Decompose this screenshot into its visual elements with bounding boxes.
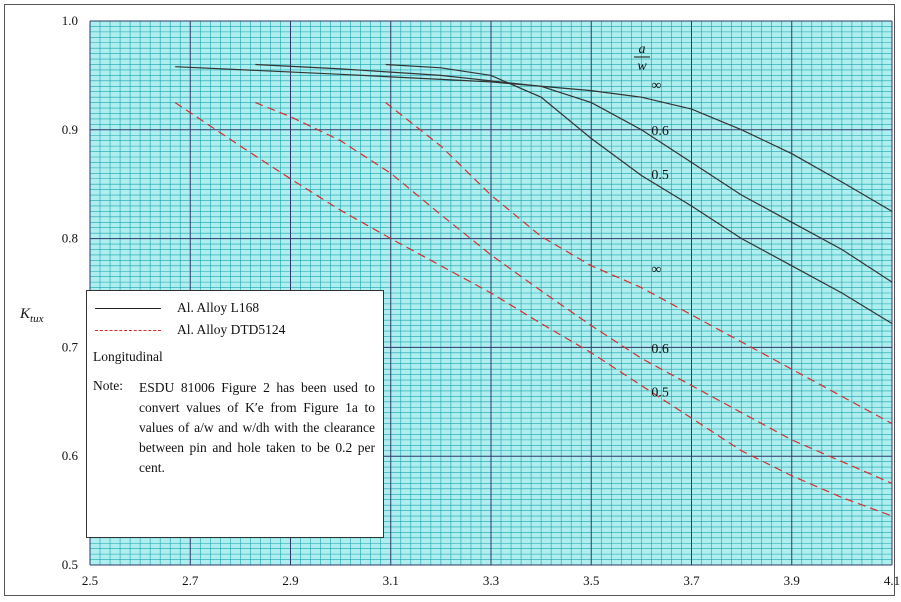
y-axis-label-sub: tux [30, 313, 44, 325]
curve-labels: ∞ 0.6 0.5 ∞ 0.6 0.5 [651, 79, 669, 401]
series-line-l168-2 [385, 63, 893, 325]
legend-entry-dashed: Al. Alloy DTD5124 [95, 321, 285, 339]
y-axis-label-main: K [19, 306, 31, 322]
series-line-dtd5124-0 [385, 102, 893, 425]
parameter-numerator: a [639, 42, 646, 57]
legend-dashed-label: Al. Alloy DTD5124 [177, 322, 286, 337]
legend-note-label: Note: [93, 378, 123, 393]
legend-solid-line-swatch [95, 307, 161, 309]
x-tick-label: 3.3 [483, 573, 499, 588]
legend-note-text: ESDU 81006 Figure 2 has been used to con… [139, 380, 375, 475]
figure-frame [4, 4, 895, 596]
series-layer [174, 63, 893, 517]
x-tick-label: 2.9 [282, 573, 298, 588]
curve-label: 0.5 [651, 168, 669, 183]
x-tick-label: 3.1 [383, 573, 399, 588]
series-line-dtd5124-2 [174, 102, 893, 517]
legend-entry-solid: Al. Alloy L168 [95, 299, 259, 317]
curve-label: 0.5 [651, 385, 669, 400]
series-line-l168-1 [255, 63, 893, 283]
curve-label: ∞ [651, 79, 661, 94]
curve-label: 0.6 [651, 342, 669, 357]
x-tick-label: 2.7 [182, 573, 199, 588]
y-tick-label: 0.6 [62, 448, 79, 463]
series-line-dtd5124-1 [255, 102, 893, 484]
x-tick-label: 2.5 [82, 573, 98, 588]
legend-solid-label: Al. Alloy L168 [177, 300, 260, 315]
y-tick-label: 0.7 [62, 339, 79, 354]
x-tick-label: 3.7 [683, 573, 700, 588]
y-tick-label: 0.8 [62, 231, 78, 246]
x-tick-label: 3.9 [784, 573, 800, 588]
legend-dashed-line-swatch [95, 329, 161, 331]
parameter-label: a w [634, 42, 650, 74]
parameter-denominator: w [637, 59, 647, 74]
x-tick-label: 3.5 [583, 573, 599, 588]
curve-label: ∞ [651, 262, 661, 277]
curve-label: 0.6 [651, 124, 669, 139]
x-tick-label: 4.1 [884, 573, 900, 588]
y-tick-label: 1.0 [62, 13, 78, 28]
y-tick-label: 0.9 [62, 122, 78, 137]
svg-text:Ktux: Ktux [19, 306, 44, 325]
x-tick-labels: 2.5 2.7 2.9 3.1 3.3 3.5 3.7 3.9 4.1 [82, 573, 900, 588]
legend-orientation: Longitudinal [93, 349, 163, 364]
series-line-l168-0 [175, 66, 893, 212]
y-tick-labels: 0.5 0.6 0.7 0.8 0.9 1.0 [62, 13, 79, 572]
legend: Al. Alloy L168 Al. Alloy DTD5124 Longitu… [86, 290, 384, 538]
y-tick-label: 0.5 [62, 557, 78, 572]
y-axis-label: Ktux [19, 306, 44, 325]
